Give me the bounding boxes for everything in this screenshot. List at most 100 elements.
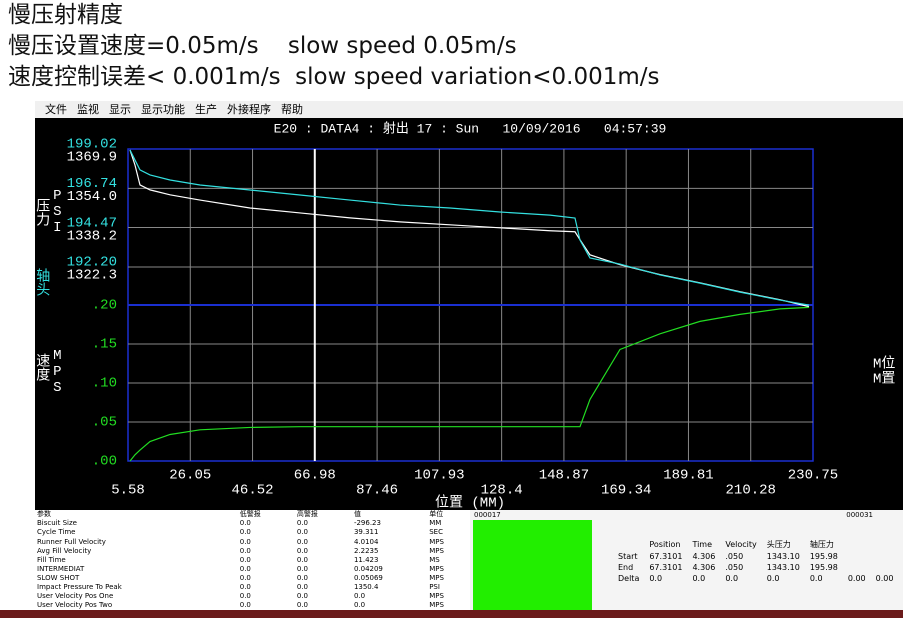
axis-label: 压力 xyxy=(35,198,50,227)
cell: Avg Fill Velocity xyxy=(37,546,92,555)
menu-item[interactable]: 外接程序 xyxy=(227,103,271,116)
cell: 0.0 xyxy=(296,555,308,564)
x-tick-label: 87.46 xyxy=(356,483,398,499)
axis-label: M置 xyxy=(873,371,895,388)
cell: 0.0 xyxy=(239,601,251,610)
cell: Fill Time xyxy=(37,555,66,564)
table-header: 参数 低警报 高警报 值 单位 xyxy=(35,510,470,519)
cell: 195.98 xyxy=(809,563,838,572)
cell: 1350.4 xyxy=(353,582,379,591)
menu-item[interactable]: 监视 xyxy=(77,103,99,116)
cell: .050 xyxy=(725,563,744,572)
cell: 0.0 xyxy=(296,601,308,610)
cell: 0.0 xyxy=(692,574,706,583)
cell: 0.0 xyxy=(239,537,251,546)
status-bar: E20 : DATA4 : 射出 17 : Sun 10/09/2016 04:… xyxy=(274,120,667,136)
table-row: Fill Time 0.0 0.0 11.423 MS xyxy=(35,555,470,564)
cell: 0.05069 xyxy=(353,573,383,582)
cell: 0.0 xyxy=(649,574,663,583)
header-cell: Time xyxy=(692,540,713,549)
cell xyxy=(613,538,644,551)
cell: 0.0 xyxy=(809,574,823,583)
cell: Runner Full Velocity xyxy=(37,537,106,546)
cell: MS xyxy=(429,555,440,564)
menu-item[interactable]: 文件 xyxy=(45,103,67,116)
table-row: End 67.3101 4.306 .050 1343.10 195.98 xyxy=(613,562,898,573)
y3-tick-label: 196.74 xyxy=(67,176,117,192)
cell: 0.0 xyxy=(239,582,251,591)
cell: 67.3101 xyxy=(649,563,683,572)
cell: 4.0104 xyxy=(353,537,379,546)
menu-item[interactable]: 生产 xyxy=(195,103,217,116)
y3-tick-label: 194.47 xyxy=(67,215,117,231)
cell: Delta xyxy=(618,574,640,583)
axis-label: M位 xyxy=(873,356,895,373)
cell: Biscuit Size xyxy=(37,519,77,528)
cell: 0.0 xyxy=(239,519,251,528)
header: 慢压射精度 慢压设置速度=0.05m/s slow speed 0.05m/s 速度… xyxy=(8,0,660,93)
x-tick-label: 128.4 xyxy=(481,483,523,499)
y2-tick-label: 1338.2 xyxy=(67,228,117,244)
cell: 39.311 xyxy=(353,528,379,537)
cell: 0.00 xyxy=(875,574,894,583)
cell: MM xyxy=(429,519,442,528)
y2-tick-label: 1322.3 xyxy=(67,268,117,284)
chart: E20 : DATA4 : 射出 17 : Sun 10/09/2016 04:… xyxy=(35,118,903,510)
header-cell: 参数 xyxy=(37,510,51,519)
x-tick-label: 210.28 xyxy=(726,483,776,499)
table-row: User Velocity Pos Two 0.0 0.0 0.0 MPS xyxy=(35,601,470,610)
cell: MPS xyxy=(429,573,444,582)
y2-tick-label: 1369.9 xyxy=(67,150,117,166)
x-tick-label: 5.58 xyxy=(111,483,145,499)
cell: 0.0 xyxy=(296,582,308,591)
table-row: Runner Full Velocity 0.0 0.0 4.0104 MPS xyxy=(35,537,470,546)
cell: 0.0 xyxy=(239,546,251,555)
x-tick-label: 148.87 xyxy=(539,468,589,484)
x-tick-label: 169.34 xyxy=(601,483,651,499)
axis-label: PSI xyxy=(49,188,65,236)
menu-item[interactable]: 显示功能 xyxy=(141,103,185,116)
cell: 1343.10 xyxy=(766,552,800,561)
header-cell: 高警报 xyxy=(296,510,318,519)
cell: 67.3101 xyxy=(649,552,683,561)
cell: 0.0 xyxy=(353,591,366,600)
y2-tick-label: 1354.0 xyxy=(67,189,117,205)
axis-label: 轴头 xyxy=(35,268,50,296)
cell: 0.0 xyxy=(766,574,780,583)
y-tick-label: .15 xyxy=(92,337,117,353)
x-tick-label: 26.05 xyxy=(169,468,211,484)
menu-item[interactable]: 帮助 xyxy=(281,103,303,116)
cell: 0.0 xyxy=(725,574,739,583)
cell: MPS xyxy=(429,591,444,600)
cell: 4.306 xyxy=(692,552,716,561)
cell: Start xyxy=(618,552,638,561)
cell: User Velocity Pos One xyxy=(37,591,114,600)
x-tick-label: 189.81 xyxy=(663,468,713,484)
series-line xyxy=(129,149,810,308)
parameter-table: 参数 低警报 高警报值单位 Biscuit Size 0.0 0.0 -296.23 MM Cy… xyxy=(35,510,470,610)
cell: 0.0 xyxy=(296,546,308,555)
table-row: SLOW SHOT 0.0 0.0 0.05069 MPS xyxy=(35,574,470,583)
cell: 2.2235 xyxy=(353,546,379,555)
cell: 0.0 xyxy=(353,601,366,610)
cell: Cycle Time xyxy=(37,528,76,537)
x-tick-label: 107.93 xyxy=(414,468,464,484)
cell: 0.0 xyxy=(296,528,308,537)
cell: MPS xyxy=(429,546,444,555)
table-row: Biscuit Size 0.0 0.0 -296.23 MM xyxy=(35,519,470,528)
cell: 1343.10 xyxy=(766,563,800,572)
cell: 0.0 xyxy=(239,555,251,564)
y3-tick-label: 192.20 xyxy=(67,255,117,271)
menu-bar: 文件 监视 显示 显示功能 生产 外接程序 帮助 xyxy=(35,101,903,118)
cursor-table: Position Time Velocity 头压力 轴压力 Start 67.3101 4.… xyxy=(613,538,898,584)
cell: 0.0 xyxy=(296,519,308,528)
x-tick-label: 66.98 xyxy=(294,468,336,484)
header-line: 慢压射精度 xyxy=(8,2,123,28)
cell: 0.0 xyxy=(239,528,251,537)
menu-item[interactable]: 显示 xyxy=(109,103,131,116)
y-tick-label: .20 xyxy=(92,298,117,314)
series-line xyxy=(129,306,810,462)
header-cell: Velocity xyxy=(725,540,757,549)
table-row: Start 67.3101 4.306 .050 1343.10 195.98 xyxy=(613,551,898,562)
